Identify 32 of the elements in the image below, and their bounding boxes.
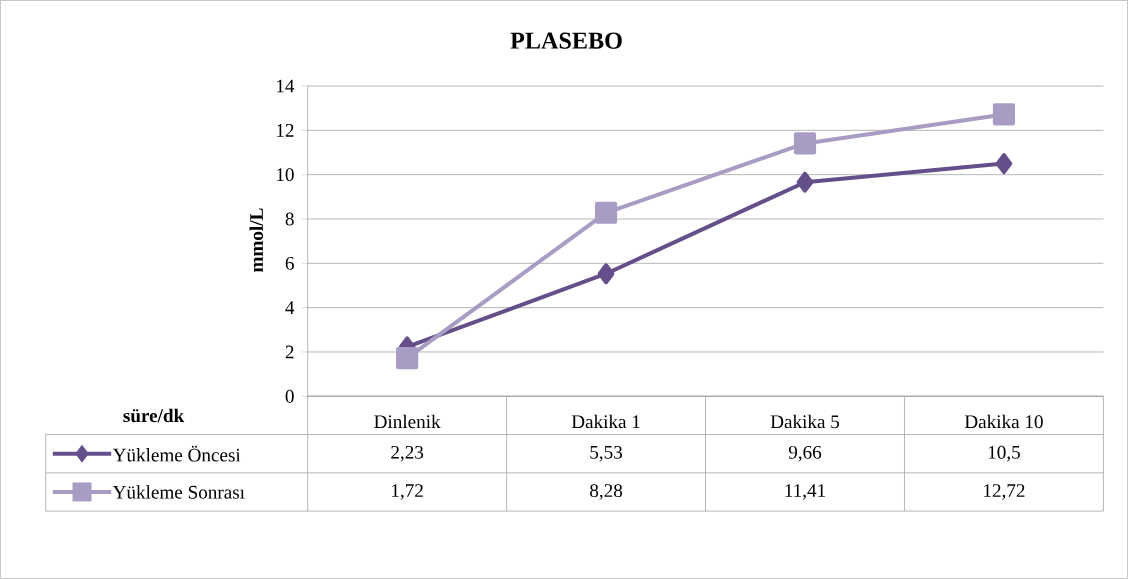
y-tick-label: 14 bbox=[277, 79, 295, 93]
point bbox=[597, 263, 615, 285]
y-tick-label: 12 bbox=[277, 124, 294, 137]
point bbox=[793, 132, 817, 155]
data-label: 11,41 bbox=[785, 484, 826, 500]
point bbox=[796, 171, 814, 193]
point bbox=[594, 201, 618, 224]
point bbox=[396, 347, 419, 370]
data-label: 2,23 bbox=[391, 445, 424, 462]
data-label: 12,72 bbox=[984, 484, 1025, 500]
data-label: 5,53 bbox=[590, 445, 623, 462]
x-tick-label: Dakika 10 bbox=[964, 414, 1043, 429]
y-tick-label: 10 bbox=[277, 168, 294, 182]
chart-title: PLASEBO bbox=[510, 32, 622, 49]
point bbox=[995, 153, 1013, 175]
y-tick-label: 4 bbox=[285, 301, 295, 314]
legend-label: Yükleme Sonrası bbox=[112, 485, 245, 499]
y-tick-label: 6 bbox=[285, 256, 294, 270]
y-tick-label: 2 bbox=[285, 345, 294, 359]
data-label: 10,5 bbox=[988, 445, 1020, 462]
y-axis-title: mmol/L bbox=[249, 208, 264, 273]
data-label: 9,66 bbox=[788, 445, 822, 462]
y-tick-label: 0 bbox=[285, 389, 294, 403]
x-axis-title: süre/dk bbox=[123, 408, 185, 423]
x-tick-label: Dakika 5 bbox=[770, 414, 840, 429]
point bbox=[992, 103, 1016, 126]
x-tick-label: Dakika 1 bbox=[571, 414, 640, 429]
data-label: 1,72 bbox=[392, 484, 423, 500]
x-tick-label: Dinlenik bbox=[374, 414, 441, 429]
data-label: 8,28 bbox=[590, 484, 623, 500]
y-tick-label: 8 bbox=[285, 212, 294, 226]
legend-label: Yükleme Öncesi bbox=[112, 445, 241, 462]
